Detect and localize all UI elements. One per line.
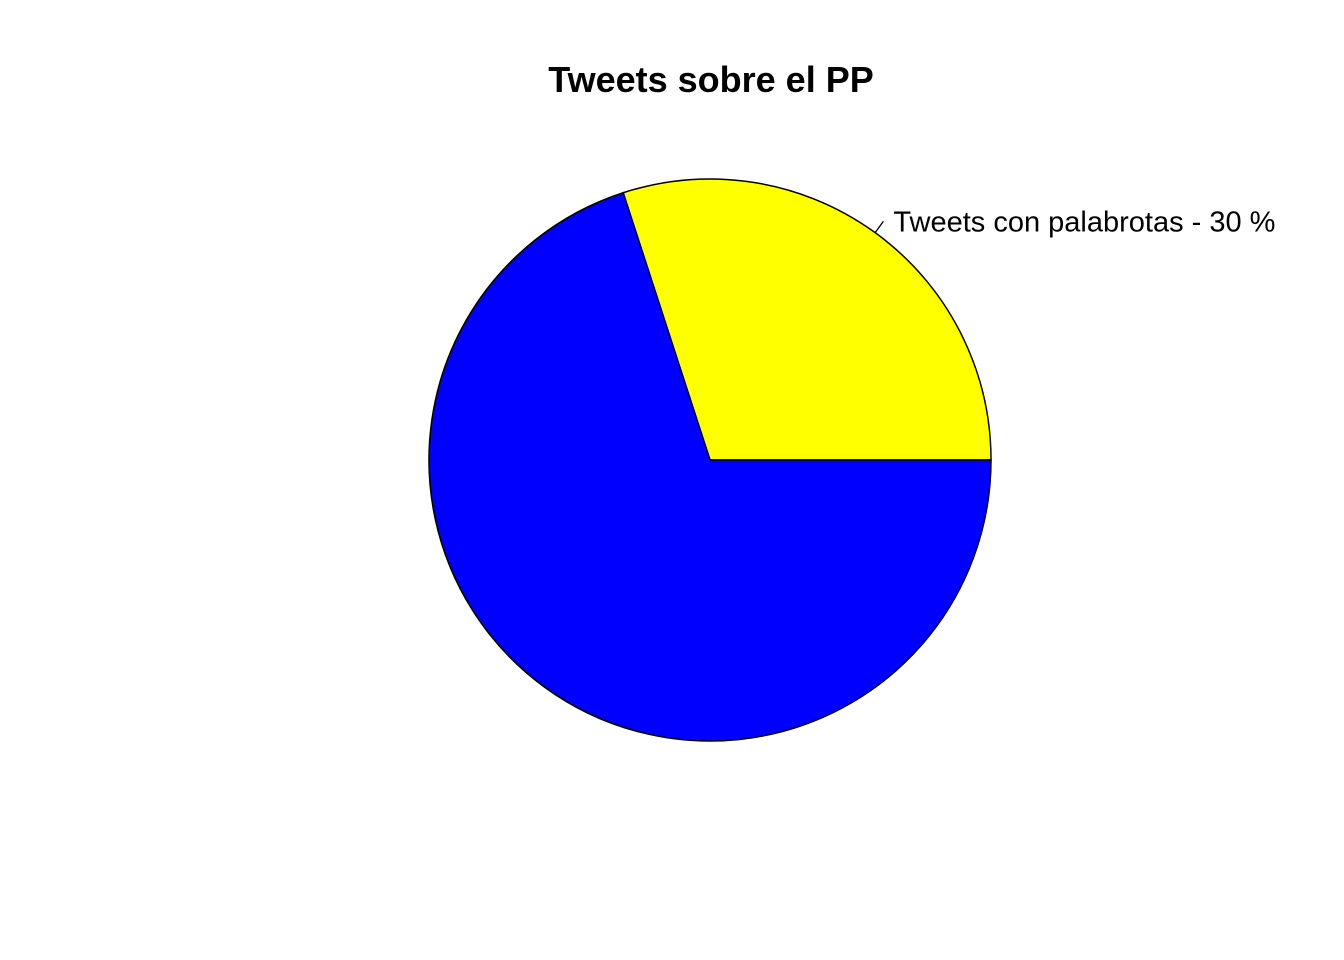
slice-label-leader-0 <box>874 220 884 234</box>
pie-slice-1 <box>428 191 992 742</box>
chart-title: Tweets sobre el PP <box>548 59 873 100</box>
slice-label-0: Tweets con palabrotas - 30 % <box>893 206 1275 238</box>
pie-slices <box>428 178 992 742</box>
pie-labels: Tweets con palabrotas - 30 % <box>874 206 1275 238</box>
